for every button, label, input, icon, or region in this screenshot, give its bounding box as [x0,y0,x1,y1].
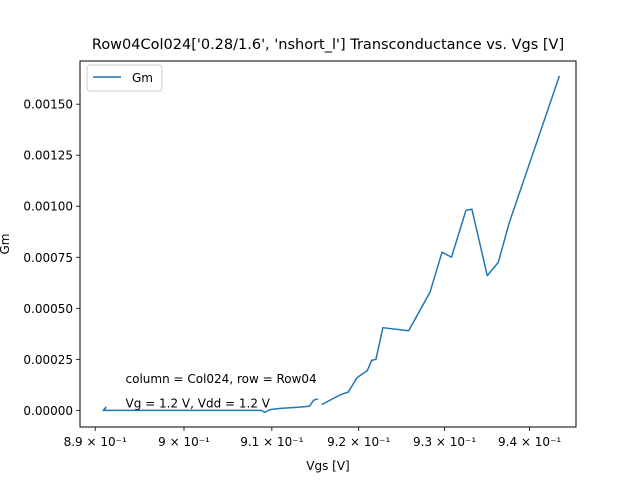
x-tick-label: 9.3 × 10⁻¹ [413,435,476,449]
x-tick-label: 9 × 10⁻¹ [158,435,210,449]
x-tick-label: 8.9 × 10⁻¹ [64,435,127,449]
x-axis-label: Vgs [V] [306,459,349,473]
plot-area [102,75,561,414]
plot-frame [79,60,577,428]
series-line-gm-segment-1 [102,398,319,414]
y-tick-label: 0.00050 [23,302,73,316]
y-tick-label: 0.00075 [23,251,73,265]
x-tick-label: 9.1 × 10⁻¹ [240,435,303,449]
annotations: column = Col024, row = Row04 Vg = 1.2 V, … [126,372,317,410]
x-tick-label: 9.2 × 10⁻¹ [327,435,390,449]
y-tick-label: 0.00000 [23,404,73,418]
series-line-gm-segment-2 [321,75,561,406]
y-axis-label: Gm [0,234,12,255]
x-tick-label: 9.4 × 10⁻¹ [498,435,561,449]
annotation-text-2: Vg = 1.2 V, Vdd = 1.2 V [126,396,271,410]
chart-title: Row04Col024['0.28/1.6', 'nshort_l'] Tran… [92,37,564,53]
y-tick-label: 0.00100 [23,200,73,214]
annotation-text-1: column = Col024, row = Row04 [126,372,317,386]
y-tick-label: 0.00150 [23,98,73,112]
y-tick-label: 0.00025 [23,353,73,367]
y-tick-label: 0.00125 [23,149,73,163]
legend-label-gm: Gm [132,71,153,85]
axes: 8.9 × 10⁻¹ 9 × 10⁻¹ 9.1 × 10⁻¹ 9.2 × 10⁻¹ 9.… [23,98,561,449]
legend: Gm [86,64,163,92]
legend-frame [86,64,163,92]
